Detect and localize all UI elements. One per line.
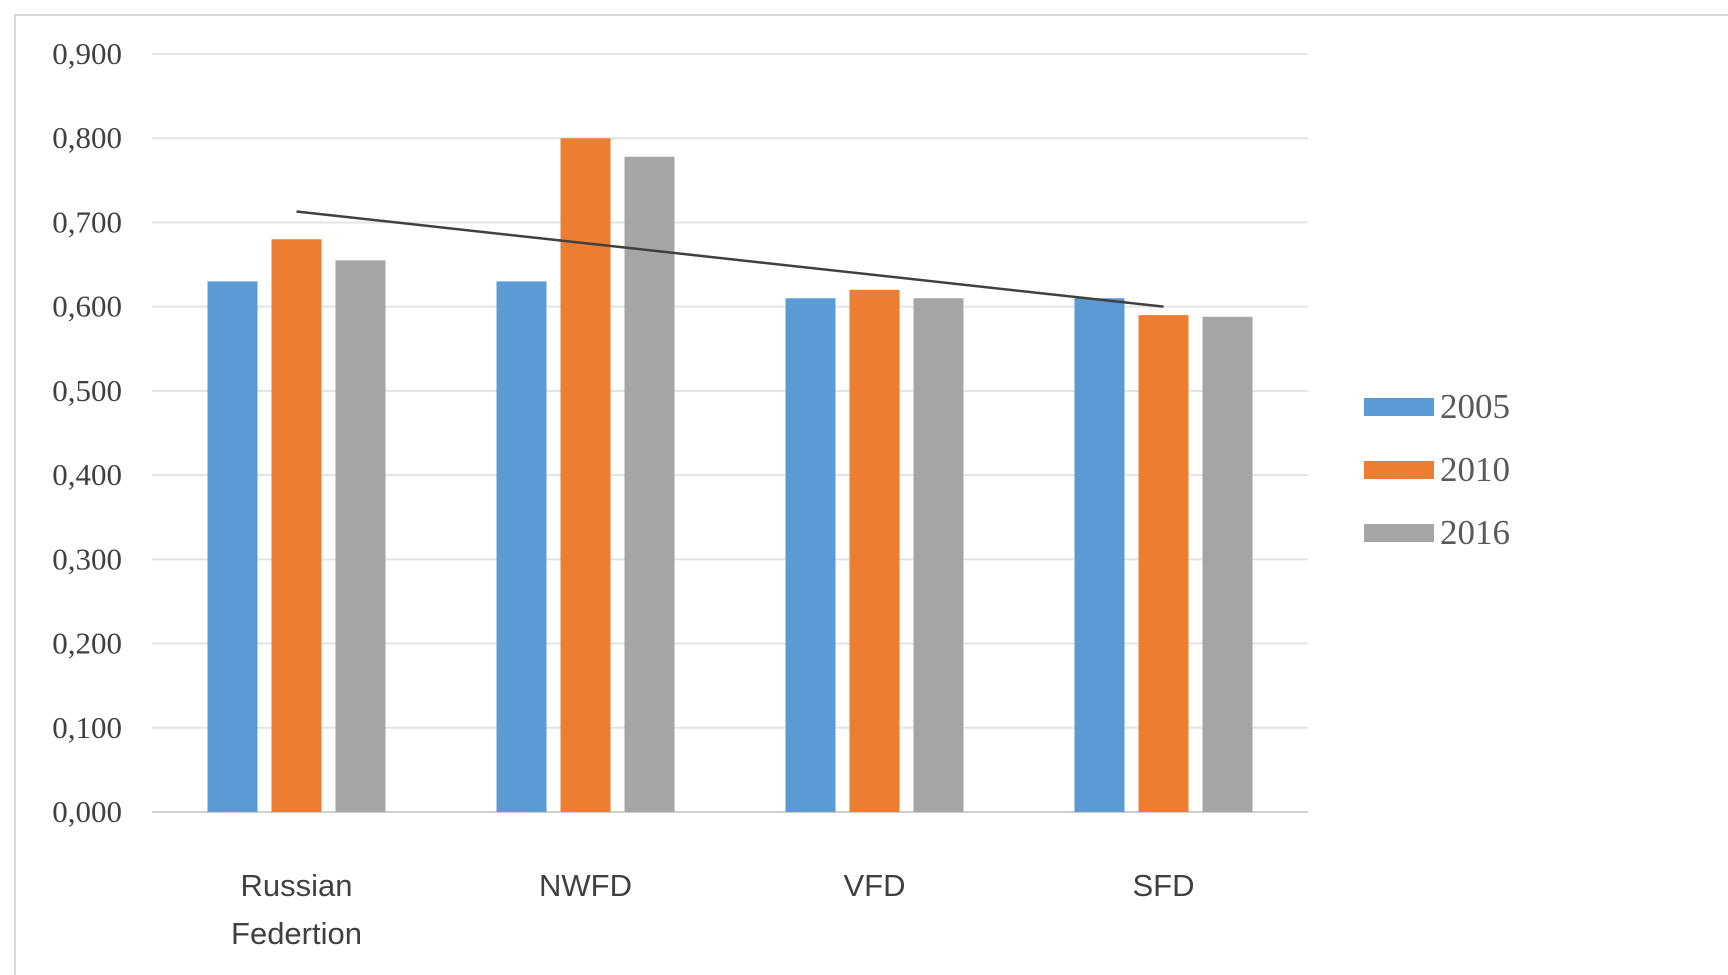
bar [1202, 316, 1253, 812]
x-category-label: NWFD [539, 868, 632, 903]
legend-label: 2016 [1440, 513, 1510, 552]
bar [207, 281, 258, 812]
bar [335, 260, 386, 812]
trendline-layer [296, 210, 1164, 308]
x-category-label: SFD [1133, 868, 1195, 903]
y-tick-label: 0,200 [52, 626, 122, 661]
legend-label: 2005 [1440, 387, 1510, 426]
y-tick-label: 0,100 [52, 710, 122, 745]
bar [271, 239, 322, 813]
bar [1138, 315, 1189, 812]
bar [785, 298, 836, 812]
y-tick-label: 0,800 [52, 120, 122, 155]
y-tick-label: 0,500 [52, 373, 122, 408]
bar [1074, 298, 1125, 812]
legend-label: 2010 [1440, 450, 1510, 489]
legend: 2005 2010 2016 [1364, 387, 1510, 552]
x-category-label: Russian [241, 868, 353, 903]
legend-swatch [1364, 398, 1434, 416]
bars-layer [207, 138, 1253, 813]
y-axis-tick-labels: 0,000 0,100 0,200 0,300 0,400 0,500 0,600 0,700… [52, 36, 122, 829]
y-tick-label: 0,400 [52, 457, 122, 492]
legend-swatch [1364, 461, 1434, 479]
y-tick-label: 0,000 [52, 794, 122, 829]
chart-frame [14, 14, 1728, 975]
x-axis-category-labels: Russian Federtion NWFD VFD SFD [231, 868, 1194, 951]
bar [560, 138, 611, 812]
bar [624, 156, 675, 813]
y-tick-label: 0,700 [52, 204, 122, 239]
trendline [296, 210, 1164, 308]
bar [496, 281, 547, 812]
bar [913, 298, 964, 812]
grid-layer [152, 53, 1308, 813]
y-tick-label: 0,600 [52, 289, 122, 324]
x-category-label: Federtion [231, 916, 362, 951]
y-tick-label: 0,900 [52, 36, 122, 71]
legend-swatch [1364, 524, 1434, 542]
x-category-label: VFD [844, 868, 906, 903]
bar [849, 289, 900, 812]
y-tick-label: 0,300 [52, 541, 122, 576]
